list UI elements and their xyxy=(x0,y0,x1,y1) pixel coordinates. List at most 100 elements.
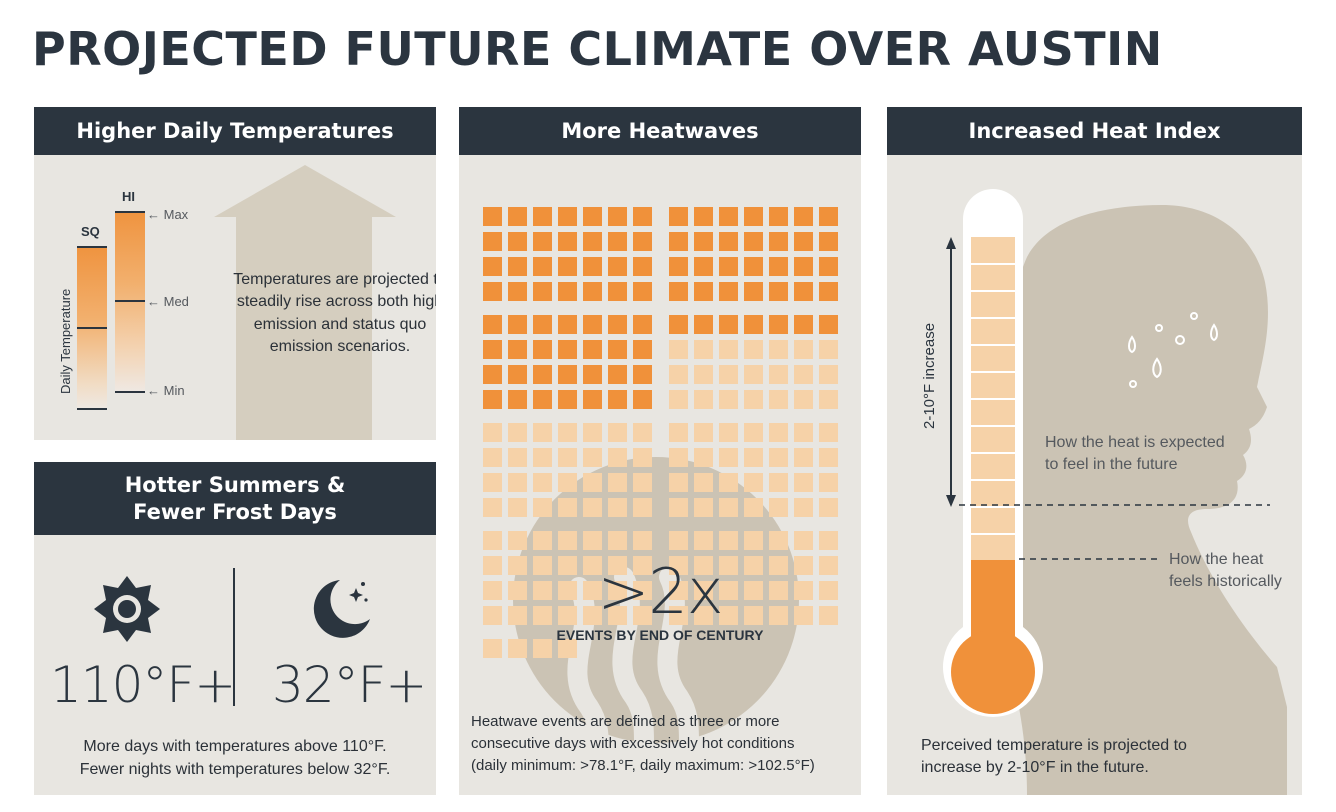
heatwave-event-square xyxy=(669,232,688,251)
heatwave-event-square xyxy=(533,639,552,658)
heatwave-grid-right xyxy=(669,207,841,625)
heatwave-event-square xyxy=(694,257,713,276)
heatwave-event-square xyxy=(533,232,552,251)
heatwave-event-square xyxy=(819,423,838,442)
heatwave-event-square xyxy=(558,207,577,226)
heatwave-event-square xyxy=(744,282,763,301)
heatwave-event-square xyxy=(508,531,527,550)
future-feel-line2: to feel in the future xyxy=(1045,456,1178,473)
heatwave-event-square xyxy=(583,365,602,384)
heatwave-event-square xyxy=(819,606,838,625)
heatwave-event-square xyxy=(558,390,577,409)
heatwave-event-square xyxy=(583,390,602,409)
heatwave-event-square xyxy=(794,340,813,359)
heatwave-event-square xyxy=(633,606,652,625)
heatwave-event-square xyxy=(669,448,688,467)
heatwave-event-square xyxy=(669,498,688,517)
heatwave-event-square xyxy=(744,390,763,409)
heatwave-event-square xyxy=(669,257,688,276)
heatwave-event-square xyxy=(719,498,738,517)
heatwave-event-square xyxy=(744,531,763,550)
heatwave-event-square xyxy=(744,498,763,517)
historic-feel-line1: How the heat xyxy=(1169,551,1264,568)
heatwave-event-square xyxy=(769,606,788,625)
bar-hi-label: HI xyxy=(122,189,135,204)
heatwave-event-square xyxy=(669,581,688,600)
heatwave-event-square xyxy=(769,423,788,442)
heatwave-event-square xyxy=(719,257,738,276)
heatwave-event-square xyxy=(694,556,713,575)
heatwave-event-square xyxy=(633,556,652,575)
heatwave-event-square xyxy=(769,207,788,226)
heatwave-event-square xyxy=(669,556,688,575)
heatwave-event-square xyxy=(769,282,788,301)
heat-index-summary-line1: Perceived temperature is projected to xyxy=(921,737,1187,754)
heatwave-event-square xyxy=(583,207,602,226)
heatwave-note-line2: consecutive days with excessively hot co… xyxy=(471,735,795,752)
heatwave-event-square xyxy=(719,448,738,467)
heatwave-event-square xyxy=(719,232,738,251)
heatwave-event-square xyxy=(508,581,527,600)
heatwave-event-square xyxy=(558,473,577,492)
heatwave-event-square xyxy=(719,473,738,492)
heatwave-event-square xyxy=(744,423,763,442)
heatwave-event-square xyxy=(533,448,552,467)
heatwave-event-square xyxy=(608,473,627,492)
future-feel-line1: How the heat is expected xyxy=(1045,434,1225,451)
heatwave-event-square xyxy=(633,423,652,442)
heatwave-event-square xyxy=(483,207,502,226)
heatwave-event-square xyxy=(583,531,602,550)
heatwave-event-square xyxy=(633,365,652,384)
heatwave-event-square xyxy=(533,556,552,575)
heatwave-event-square xyxy=(694,581,713,600)
heatwave-event-square xyxy=(483,581,502,600)
heatwave-event-square xyxy=(794,232,813,251)
heatwave-event-square xyxy=(719,390,738,409)
heatwave-event-square xyxy=(483,531,502,550)
heatwave-event-square xyxy=(819,282,838,301)
heatwave-event-square xyxy=(508,340,527,359)
heatwave-event-square xyxy=(819,581,838,600)
heatwave-event-square xyxy=(694,531,713,550)
historic-feel-line2: feels historically xyxy=(1169,573,1282,590)
heatwave-event-square xyxy=(533,498,552,517)
heatwave-event-square xyxy=(483,257,502,276)
heatwave-event-square xyxy=(819,473,838,492)
heatwave-event-square xyxy=(794,531,813,550)
heatwave-event-square xyxy=(633,232,652,251)
heatwave-event-square xyxy=(794,365,813,384)
heatwave-event-square xyxy=(694,423,713,442)
heatwave-event-square xyxy=(633,390,652,409)
heatwave-event-square xyxy=(533,340,552,359)
heatwave-event-square xyxy=(744,556,763,575)
heatwave-event-square xyxy=(633,340,652,359)
heatwave-event-square xyxy=(694,606,713,625)
heatwave-event-square xyxy=(694,473,713,492)
heatwave-event-square xyxy=(558,315,577,334)
heatwave-event-square xyxy=(533,315,552,334)
heatwave-event-square xyxy=(533,282,552,301)
heatwave-event-square xyxy=(669,531,688,550)
heatwave-event-square xyxy=(769,365,788,384)
heatwave-event-square xyxy=(719,315,738,334)
heatwave-event-square xyxy=(483,340,502,359)
heatwave-event-square xyxy=(794,423,813,442)
heatwave-event-square xyxy=(744,448,763,467)
heatwave-event-square xyxy=(694,365,713,384)
heatwave-note-line3: (daily minimum: >78.1°F, daily maximum: … xyxy=(471,757,815,774)
heatwave-event-square xyxy=(608,448,627,467)
heatwave-event-square xyxy=(769,473,788,492)
heatwave-event-square xyxy=(633,207,652,226)
heatwave-event-square xyxy=(508,282,527,301)
heatwave-event-square xyxy=(669,606,688,625)
heatwave-event-square xyxy=(508,498,527,517)
head-silhouette xyxy=(985,205,1287,795)
heatwave-event-square xyxy=(633,473,652,492)
heatwave-event-square xyxy=(608,282,627,301)
heatwave-event-square xyxy=(583,232,602,251)
heatwave-event-square xyxy=(694,340,713,359)
heatwave-event-square xyxy=(483,423,502,442)
heatwave-event-square xyxy=(608,556,627,575)
tick-max: ← Max xyxy=(147,207,189,222)
heatwave-event-square xyxy=(583,315,602,334)
